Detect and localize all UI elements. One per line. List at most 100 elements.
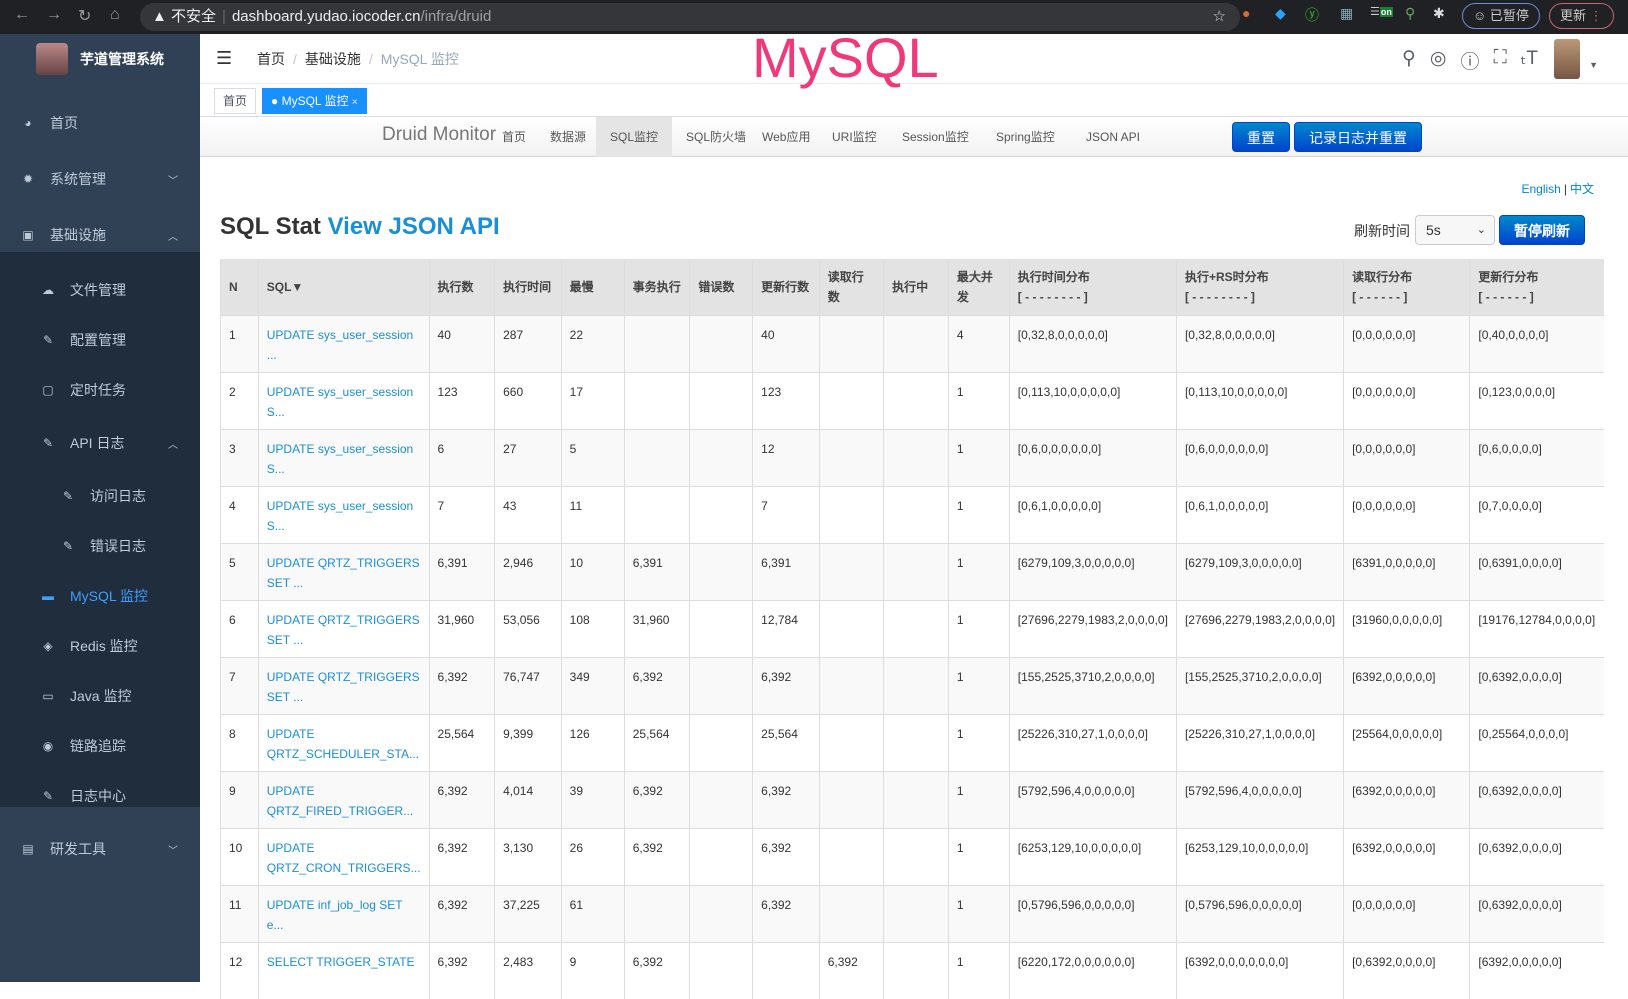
table-cell: [19176,12784,0,0,0,0] <box>1469 599 1604 657</box>
column-header[interactable]: 读取行分布[ - - - - - - ] <box>1343 259 1470 315</box>
close-icon[interactable]: × <box>351 97 358 108</box>
column-header[interactable]: 事务执行 <box>623 259 690 315</box>
back-icon[interactable]: ← <box>14 6 30 23</box>
search-icon[interactable]: ⚲ <box>1401 48 1416 69</box>
sidebar-item[interactable]: ◕ 首页 <box>0 100 200 146</box>
help-icon[interactable]: ⓘ <box>1460 52 1480 73</box>
table-cell: UPDATE sys_user_session S... <box>257 485 430 543</box>
druid-nav-link[interactable]: JSON API <box>1086 130 1141 144</box>
reset-button[interactable]: 重置 <box>1232 122 1290 152</box>
breadcrumb-home[interactable]: 首页 <box>257 51 285 67</box>
update-button[interactable]: 更新 ⋮ <box>1549 3 1614 29</box>
sidebar-item[interactable]: ▢ 定时任务 <box>0 367 200 413</box>
tag-home[interactable]: 首页 <box>214 88 257 114</box>
hamburger-icon[interactable]: ☰ <box>216 48 233 68</box>
sidebar-item[interactable]: ✎ 错误日志 <box>0 523 200 569</box>
log-icon: ✎ <box>42 789 54 803</box>
druid-nav-link[interactable]: Session监控 <box>902 130 969 144</box>
table-cell <box>818 371 884 429</box>
sidebar-item[interactable]: ☁ 文件管理 <box>0 267 200 313</box>
sidebar-item[interactable]: ▤ 研发工具 ﹀ <box>0 826 200 872</box>
lang-english[interactable]: English <box>1521 182 1561 196</box>
app-logo[interactable]: 芋道管理系统 <box>0 34 200 84</box>
druid-nav-link[interactable]: SQL监控 <box>596 117 673 157</box>
sidebar-item[interactable]: ✎ 访问日志 <box>0 473 200 519</box>
column-header[interactable]: 执行时间分布[ - - - - - - - - ] <box>1008 259 1177 315</box>
sql-link[interactable]: UPDATE sys_user_session ... <box>266 327 414 362</box>
table-cell: 12 <box>752 428 820 486</box>
sql-link[interactable]: UPDATE QRTZ_TRIGGERS SET ... <box>266 612 420 647</box>
sql-link[interactable]: SELECT TRIGGER_STATE <box>266 954 415 969</box>
column-header[interactable]: 最慢 <box>560 259 625 315</box>
extension-on-icon[interactable]: ☰on <box>1370 6 1393 18</box>
column-header[interactable]: 最大并发 <box>947 259 1010 315</box>
table-cell: 61 <box>560 884 625 942</box>
sql-link[interactable]: UPDATE QRTZ_CRON_TRIGGERS... <box>266 840 421 875</box>
sidebar-item[interactable]: ▬ MySQL 监控 <box>0 573 200 619</box>
lang-chinese[interactable]: 中文 <box>1569 182 1594 196</box>
sidebar-item[interactable]: ◉ 链路追踪 <box>0 723 200 769</box>
column-header[interactable]: 执行+RS时分布[ - - - - - - - - ] <box>1175 259 1344 315</box>
pause-refresh-button[interactable]: 暂停刷新 <box>1499 215 1585 245</box>
sql-link[interactable]: UPDATE QRTZ_FIRED_TRIGGER... <box>266 783 414 818</box>
table-cell: 40 <box>752 314 820 372</box>
table-cell: 6,391 <box>428 542 495 600</box>
tag-mysql[interactable]: ● MySQL 监控 × <box>262 88 367 114</box>
view-json-api-link[interactable]: View JSON API <box>327 213 500 240</box>
refresh-interval-select[interactable]: 5s ⌄ <box>1415 215 1495 245</box>
puzzle-icon[interactable]: ✱ <box>1433 5 1445 21</box>
breadcrumb-infra[interactable]: 基础设施 <box>304 51 361 67</box>
sidebar-item[interactable]: ▣ 基础设施 ︿ <box>0 212 200 258</box>
column-header[interactable]: 执行中 <box>883 259 949 315</box>
caret-down-icon[interactable]: ▼ <box>1589 60 1598 70</box>
sql-link[interactable]: UPDATE sys_user_session S... <box>266 384 414 419</box>
extension-icon[interactable]: ⚲ <box>1405 5 1416 21</box>
column-header[interactable]: 更新行分布[ - - - - - - ] <box>1469 259 1604 315</box>
fullscreen-icon[interactable]: ⛶ <box>1493 47 1507 68</box>
sql-link[interactable]: UPDATE QRTZ_SCHEDULER_STA... <box>266 726 419 761</box>
column-header[interactable]: SQL▼ <box>257 259 430 315</box>
sidebar-item[interactable]: ✹ 系统管理 ﹀ <box>0 156 200 202</box>
column-header[interactable]: 错误数 <box>689 259 753 315</box>
druid-nav-link[interactable]: Web应用 <box>762 130 811 144</box>
sql-link[interactable]: UPDATE inf_job_log SET e... <box>266 897 403 932</box>
druid-nav-link[interactable]: SQL防火墙 <box>686 130 747 144</box>
extension-icon[interactable]: ⓨ <box>1305 7 1319 23</box>
sidebar-item[interactable]: ◈ Redis 监控 <box>0 623 200 669</box>
sql-link[interactable]: UPDATE QRTZ_TRIGGERS SET ... <box>266 555 420 590</box>
log-and-reset-button[interactable]: 记录日志并重置 <box>1294 122 1422 152</box>
sidebar-item[interactable]: ✎ 配置管理 <box>0 317 200 363</box>
table-cell: 4 <box>947 314 1010 372</box>
column-header[interactable]: 读取行数 <box>818 259 884 315</box>
font-size-icon[interactable]: ₜT <box>1520 48 1538 69</box>
sidebar-item[interactable]: ✎ 日志中心 <box>0 773 200 819</box>
extension-icon[interactable]: ▦ <box>1340 5 1354 21</box>
druid-nav-link[interactable]: Spring监控 <box>996 130 1055 144</box>
avatar[interactable] <box>1554 39 1580 79</box>
druid-nav-link[interactable]: URI监控 <box>832 130 877 144</box>
druid-brand[interactable]: Druid Monitor <box>382 124 497 145</box>
table-cell: 6,392 <box>623 770 690 828</box>
forward-icon[interactable]: → <box>46 6 62 23</box>
column-header[interactable]: 执行数 <box>428 259 495 315</box>
sidebar-item[interactable]: ✎ API 日志 ︿ <box>0 420 200 466</box>
sql-link[interactable]: UPDATE sys_user_session S... <box>266 498 414 533</box>
extension-icon[interactable]: ● <box>1242 5 1251 21</box>
github-icon[interactable]: ◎ <box>1429 48 1447 69</box>
sidebar-item[interactable]: ▭ Java 监控 <box>0 673 200 719</box>
druid-nav-link[interactable]: 数据源 <box>550 130 587 144</box>
column-header[interactable]: 执行时间 <box>494 259 562 315</box>
log-icon: ✎ <box>62 539 74 553</box>
profile-button[interactable]: ☺ 已暂停 <box>1462 3 1540 29</box>
sql-link[interactable]: UPDATE sys_user_session S... <box>266 441 414 476</box>
reload-icon[interactable]: ↻ <box>78 8 92 25</box>
column-header[interactable]: 更新行数 <box>752 259 820 315</box>
sql-link[interactable]: UPDATE QRTZ_TRIGGERS SET ... <box>266 669 420 704</box>
home-icon[interactable]: ⌂ <box>110 6 120 23</box>
star-icon[interactable]: ☆ <box>1212 8 1226 25</box>
druid-nav-link[interactable]: 首页 <box>502 130 527 144</box>
extension-icon[interactable]: ◆ <box>1275 5 1286 21</box>
sql-stat-table: N SQL▼ 执行数 执行时间 最慢 事务执行 错误数 更新行数 读取行数 执行中 最大并发 执行时间… <box>220 259 1604 999</box>
address-bar[interactable]: ▲ 不安全 | dashboard.yudao.iocoder.cn/infra/d… <box>140 3 1240 31</box>
column-header[interactable]: N <box>220 259 259 315</box>
